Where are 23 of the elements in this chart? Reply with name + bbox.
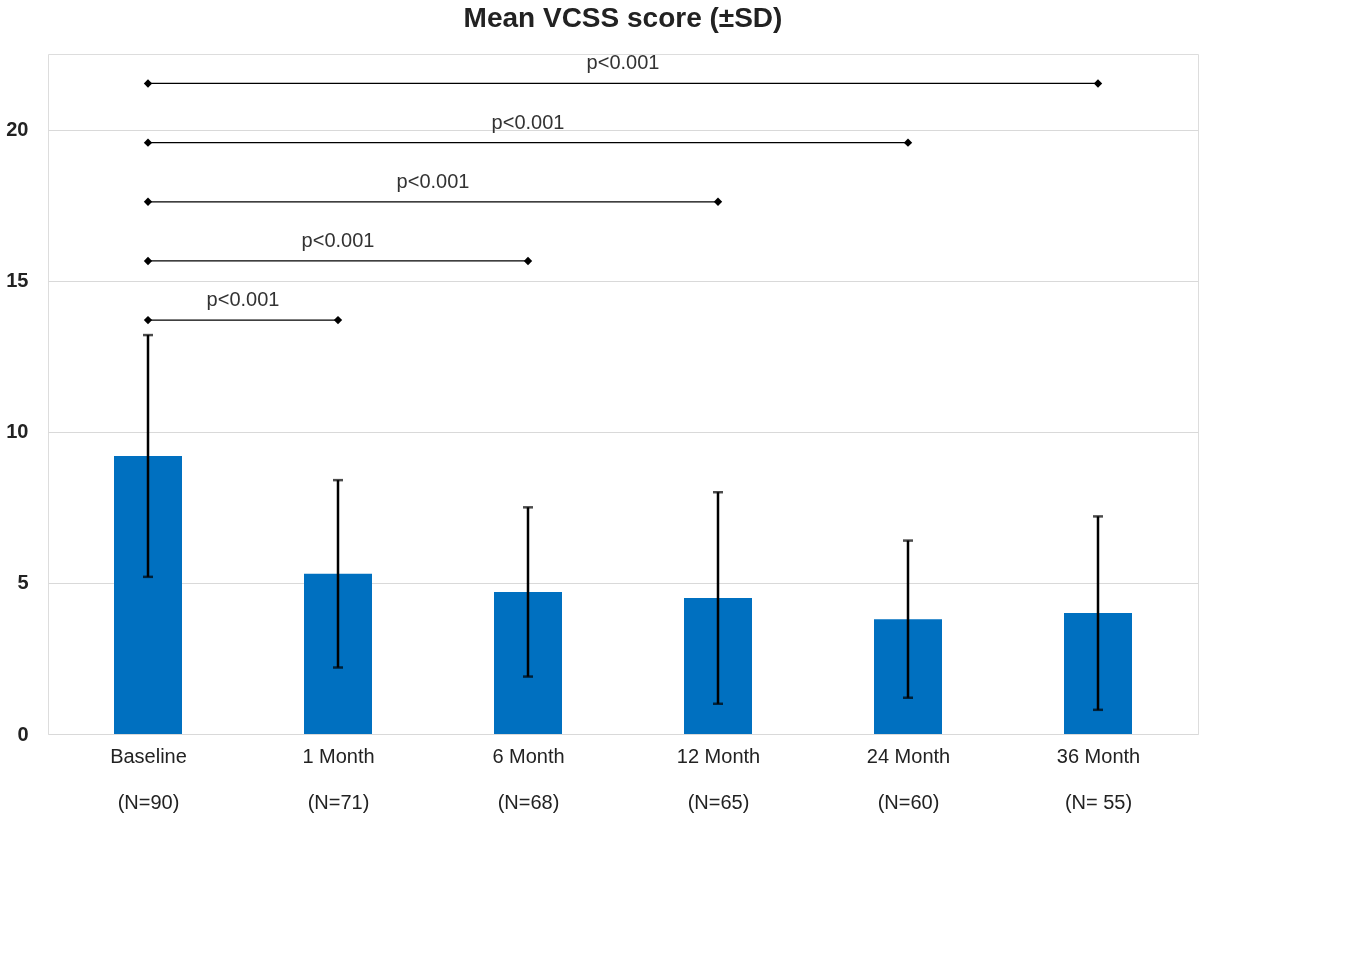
category-label: 1 Month (N=71) (302, 744, 375, 813)
bar (304, 573, 372, 734)
category-label: 6 Month (N=68) (492, 744, 565, 813)
category-label: 24 Month (N=60) (866, 744, 951, 813)
category-label: Baseline (N=90) (110, 744, 187, 813)
bar (494, 591, 562, 734)
y-tick-label: 5 (17, 571, 29, 594)
y-tick-label: 20 (6, 118, 29, 141)
bar (1064, 613, 1132, 734)
bar (874, 619, 942, 734)
y-tick-label: 10 (6, 420, 29, 443)
category-label: 36 Month (N= 55) (1056, 744, 1141, 813)
chart-title: Mean VCSS score (±SD) (463, 2, 783, 34)
y-tick-label: 15 (6, 269, 29, 292)
annotation: p<0.001 (301, 228, 375, 251)
y-tick-label: 0 (17, 722, 29, 745)
annotation: p<0.001 (396, 169, 470, 192)
bar (114, 455, 182, 734)
bar (684, 598, 752, 734)
annotation: p<0.001 (206, 288, 280, 311)
annotation: p<0.001 (491, 110, 565, 133)
category-label: 12 Month (N=65) (676, 744, 761, 813)
annotation: p<0.001 (586, 51, 660, 74)
